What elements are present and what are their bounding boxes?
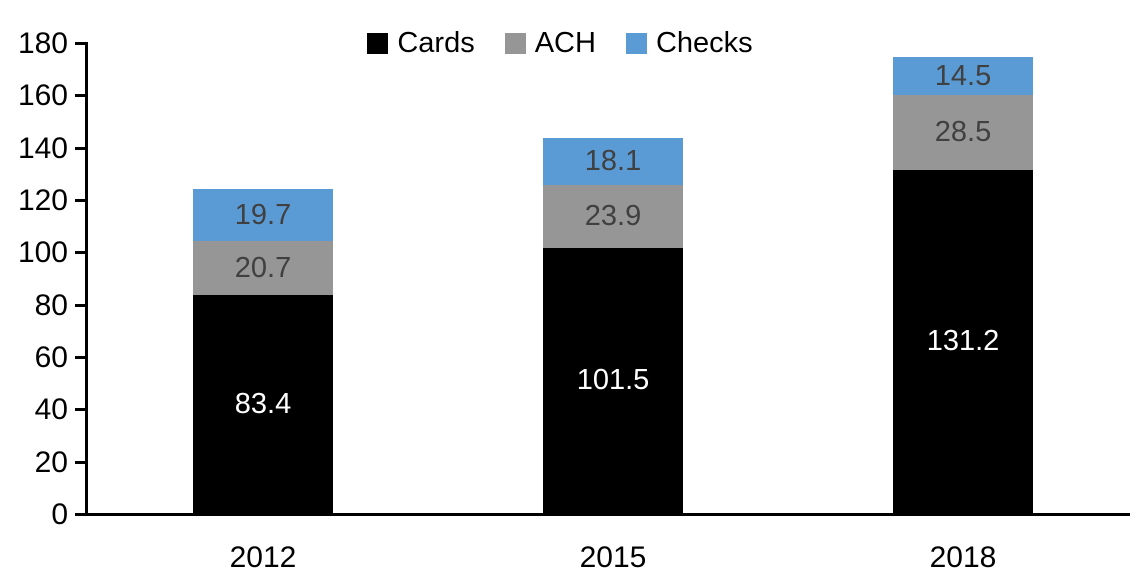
bar-value-label: 14.5 <box>934 60 992 92</box>
y-axis-tick-label: 160 <box>17 79 68 112</box>
bar-value-label: 20.7 <box>234 252 292 284</box>
legend-label: Checks <box>655 27 753 59</box>
y-axis-tick <box>75 251 85 254</box>
y-axis-tick <box>75 304 85 307</box>
y-axis-tick <box>75 199 85 202</box>
bar-value-label: 28.5 <box>934 116 992 148</box>
bar-segment-cards-2012 <box>193 295 333 513</box>
y-axis-tick <box>75 42 85 45</box>
legend-item-cards: Cards <box>367 27 475 59</box>
y-axis-tick-label: 20 <box>34 446 68 479</box>
bar-segment-ach-2015 <box>543 185 683 248</box>
legend-item-ach: ACH <box>504 27 596 59</box>
legend-swatch-cards <box>367 32 389 54</box>
bar-segment-ach-2018 <box>893 95 1033 170</box>
bar-value-label: 131.2 <box>926 325 1000 357</box>
x-axis-label-2018: 2018 <box>929 541 997 574</box>
bar-segment-cards-2018 <box>893 170 1033 513</box>
y-axis-tick <box>75 513 85 516</box>
chart-legend: Cards ACH Checks <box>0 28 1120 58</box>
y-axis-line <box>85 42 88 516</box>
y-axis-tick <box>75 408 85 411</box>
y-axis-tick-label: 180 <box>17 27 68 60</box>
x-axis-label-2015: 2015 <box>579 541 647 574</box>
bar-value-label: 18.1 <box>584 145 642 177</box>
bar-value-label: 101.5 <box>576 364 650 396</box>
legend-swatch-ach <box>504 32 526 54</box>
y-axis-tick-label: 40 <box>34 393 68 426</box>
bar-value-label: 23.9 <box>584 200 642 232</box>
bar-segment-ach-2012 <box>193 241 333 295</box>
y-axis-tick <box>75 94 85 97</box>
bar-segment-cards-2015 <box>543 247 683 513</box>
bar-segment-checks-2012 <box>193 189 333 241</box>
legend-label: ACH <box>534 27 596 59</box>
y-axis-tick-label: 60 <box>34 341 68 374</box>
x-axis-line <box>75 513 1130 516</box>
y-axis-tick <box>75 461 85 464</box>
legend-item-checks: Checks <box>625 27 753 59</box>
bar-segment-checks-2018 <box>893 57 1033 95</box>
bar-segment-checks-2015 <box>543 138 683 185</box>
legend-swatch-checks <box>625 32 647 54</box>
legend-label: Cards <box>397 27 475 59</box>
bar-value-label: 83.4 <box>234 388 292 420</box>
y-axis-tick-label: 80 <box>34 289 68 322</box>
bar-value-label: 19.7 <box>234 199 292 231</box>
y-axis-tick-label: 100 <box>17 236 68 269</box>
y-axis-tick-label: 140 <box>17 132 68 165</box>
y-axis-tick <box>75 356 85 359</box>
y-axis-tick-label: 120 <box>17 184 68 217</box>
y-axis-tick <box>75 147 85 150</box>
x-axis-label-2012: 2012 <box>229 541 297 574</box>
y-axis-tick-label: 0 <box>51 498 68 531</box>
